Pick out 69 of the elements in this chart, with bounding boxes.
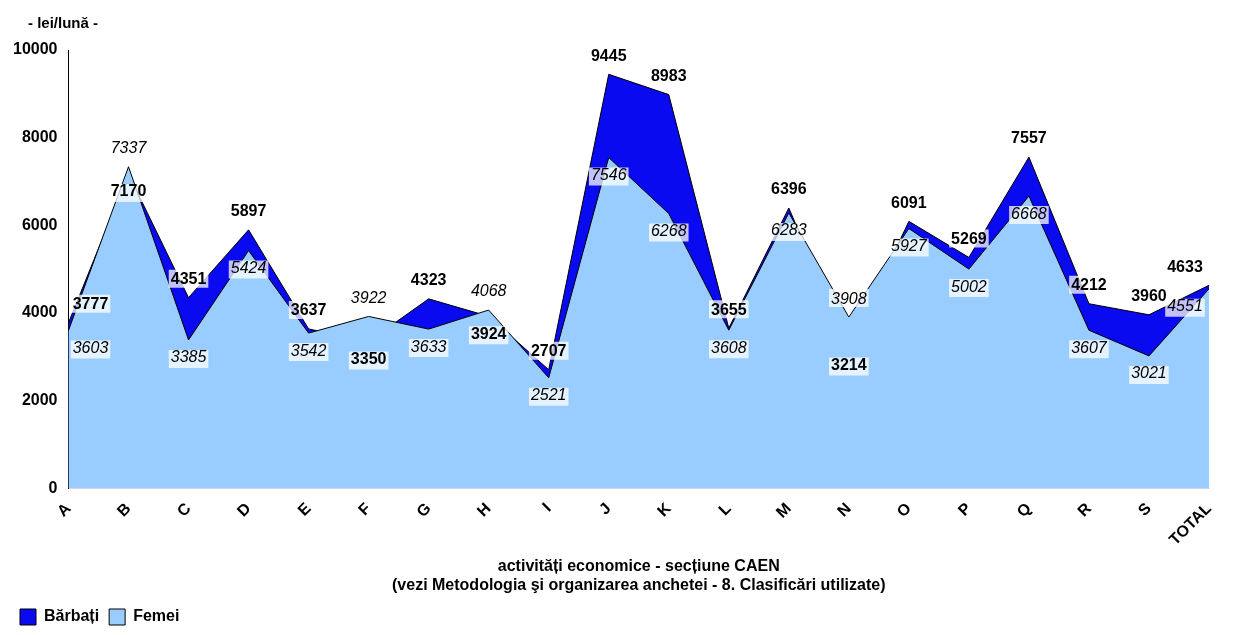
- data-label: 2521: [529, 386, 567, 404]
- data-label: 5897: [230, 202, 267, 220]
- x-tick-label: S: [1134, 499, 1155, 519]
- data-label: 4351: [170, 270, 207, 288]
- x-tick-label: H: [473, 499, 494, 520]
- data-label: 8983: [650, 66, 687, 84]
- x-tick-label: I: [538, 499, 554, 515]
- data-label: 3908: [831, 289, 867, 307]
- x-tick-label: B: [113, 499, 134, 520]
- data-label: 4068: [470, 282, 507, 300]
- data-label: 3542: [290, 341, 327, 359]
- data-label: 3960: [1131, 287, 1167, 305]
- x-axis-title: activități economice - secțiune CAEN (vezi Metodologia şi organizarea anchetei - 8. Clasificări utilizate): [392, 556, 886, 593]
- data-label: 3603: [72, 338, 109, 356]
- x-tick-label: E: [294, 499, 315, 519]
- data-label: 7337: [110, 139, 148, 157]
- data-label: 3637: [290, 301, 327, 319]
- data-label: 3214: [831, 355, 867, 373]
- data-label: 3021: [1131, 364, 1167, 382]
- x-tick-label: R: [1073, 499, 1095, 520]
- data-label: 4212: [1071, 276, 1107, 294]
- x-tick-label: P: [954, 499, 975, 519]
- data-label: 3350: [350, 349, 387, 367]
- data-label: 6268: [650, 222, 687, 240]
- y-tick-label: 0: [48, 478, 58, 496]
- y-tick-label: 10000: [12, 40, 58, 58]
- data-label: 5269: [951, 229, 987, 247]
- x-tick-label: A: [53, 499, 75, 520]
- data-label: 3777: [72, 295, 109, 313]
- data-label: 7170: [110, 182, 147, 200]
- y-tick-label: 6000: [21, 215, 58, 233]
- data-label: 6283: [771, 221, 807, 239]
- x-tick-label: C: [173, 499, 195, 520]
- x-tick-label: J: [595, 499, 614, 518]
- data-label: 5002: [951, 277, 987, 295]
- data-label: 5927: [891, 237, 928, 254]
- data-label: 7557: [1011, 129, 1047, 147]
- data-label: 6396: [771, 180, 807, 198]
- x-tick-label: K: [653, 499, 675, 520]
- x-tick-label: M: [772, 499, 795, 521]
- x-tick-label: Q: [1013, 499, 1035, 521]
- x-tick-label: G: [413, 499, 434, 521]
- data-label: 3385: [170, 348, 207, 366]
- data-label: 3655: [710, 300, 747, 318]
- legend-label: Bărbați: [44, 607, 100, 625]
- data-label: 3922: [350, 288, 387, 306]
- data-label: 7546: [590, 166, 627, 184]
- x-tick-label: L: [715, 499, 735, 519]
- data-label: 3607: [1071, 338, 1108, 356]
- legend-label: Femei: [133, 607, 180, 625]
- data-label: 4551: [1167, 297, 1203, 315]
- x-tick-label: O: [893, 499, 915, 521]
- data-label: 3924: [470, 324, 507, 342]
- x-tick-label: D: [233, 499, 254, 520]
- data-label: 3633: [410, 337, 447, 355]
- data-label: 6091: [891, 193, 927, 211]
- y-tick-label: 2000: [21, 391, 58, 409]
- data-label: 3608: [710, 338, 747, 356]
- y-tick-label: 4000: [21, 303, 58, 321]
- data-label: 9445: [590, 46, 627, 64]
- data-label: 4633: [1167, 257, 1203, 275]
- y-axis-title: - lei/lună -: [28, 14, 99, 31]
- x-tick-label: N: [833, 499, 855, 520]
- y-tick-label: 8000: [21, 128, 58, 146]
- data-label: 6668: [1011, 204, 1047, 222]
- data-label: 2707: [530, 342, 567, 360]
- x-tick-label: F: [354, 499, 375, 519]
- data-label: 5424: [230, 259, 267, 277]
- data-label: 4323: [410, 271, 447, 289]
